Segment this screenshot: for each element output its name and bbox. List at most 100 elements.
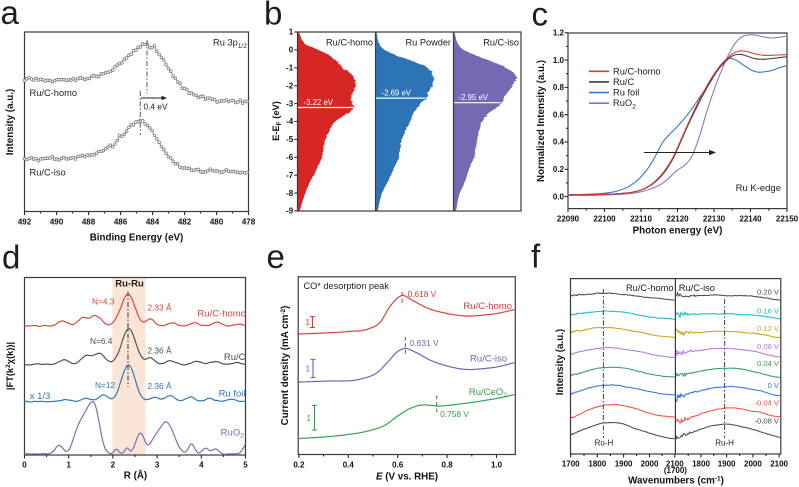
svg-text:1800: 1800 (588, 460, 606, 469)
svg-text:1.0: 1.0 (553, 56, 565, 65)
svg-text:RuO2: RuO2 (221, 428, 245, 440)
svg-text:0.0: 0.0 (553, 192, 565, 201)
svg-text:2.33 Å: 2.33 Å (148, 303, 172, 313)
svg-text:-2.95 eV: -2.95 eV (459, 93, 489, 102)
svg-text:0.08 V: 0.08 V (757, 342, 780, 351)
svg-text:-2.69 eV: -2.69 eV (382, 89, 412, 98)
svg-text:Ru/C-homo: Ru/C-homo (197, 309, 246, 320)
svg-text:Ru/C-iso: Ru/C-iso (30, 168, 66, 178)
svg-text:22120: 22120 (666, 215, 689, 224)
svg-text:Normalized Intensity (a.u.): Normalized Intensity (a.u.) (536, 60, 547, 182)
svg-text:0.12 V: 0.12 V (757, 324, 780, 333)
svg-text:478: 478 (242, 218, 256, 227)
svg-text:-1: -1 (286, 64, 294, 73)
svg-text:Current density (mA cm-2): Current density (mA cm-2) (280, 306, 291, 426)
svg-text:0.16 V: 0.16 V (757, 306, 780, 315)
svg-text:480: 480 (210, 218, 224, 227)
svg-text:1: 1 (306, 365, 311, 374)
svg-text:Ru-H: Ru-H (595, 439, 614, 448)
svg-text:2.36 Å: 2.36 Å (148, 381, 172, 391)
svg-text:Intensity (a.u.): Intensity (a.u.) (555, 329, 566, 395)
svg-text:-3.22 eV: -3.22 eV (304, 98, 334, 107)
svg-text:2000: 2000 (744, 460, 762, 469)
svg-text:2.36 Å: 2.36 Å (148, 346, 172, 356)
svg-text:1700: 1700 (562, 460, 580, 469)
svg-text:Ru/C-iso: Ru/C-iso (470, 354, 507, 365)
svg-text:1.0: 1.0 (491, 461, 503, 470)
svg-text:Ru 3p1/2: Ru 3p1/2 (213, 38, 247, 51)
svg-text:0 V: 0 V (768, 381, 780, 390)
svg-text:0: 0 (22, 461, 27, 470)
svg-text:2100: 2100 (666, 460, 684, 469)
svg-text:E-EF (eV): E-EF (eV) (271, 101, 283, 141)
svg-text:Ru/C-homo: Ru/C-homo (326, 37, 373, 47)
svg-text:0.758 V: 0.758 V (440, 409, 469, 419)
svg-text:0.2: 0.2 (293, 461, 305, 470)
svg-text:Photon energy (eV): Photon energy (eV) (633, 226, 723, 237)
svg-text:N=6.4: N=6.4 (90, 336, 113, 346)
svg-text:0.6: 0.6 (553, 110, 565, 119)
svg-text:Ru K-edge: Ru K-edge (736, 183, 781, 194)
svg-text:0.8: 0.8 (553, 83, 565, 92)
svg-text:b: b (264, 0, 282, 32)
svg-text:Ru-Ru: Ru-Ru (115, 279, 144, 290)
svg-text:1800: 1800 (692, 460, 710, 469)
svg-text:Ru/C-homo: Ru/C-homo (463, 301, 512, 312)
svg-text:-4: -4 (286, 117, 294, 126)
svg-text:-7: -7 (286, 171, 294, 180)
svg-text:Ru foil: Ru foil (219, 389, 246, 400)
svg-text:-5: -5 (286, 135, 294, 144)
svg-text:Ru/C-iso: Ru/C-iso (483, 37, 519, 47)
svg-text:0.8: 0.8 (442, 461, 454, 470)
svg-text:|FT(k2χ(k))|: |FT(k2χ(k))| (5, 342, 15, 390)
svg-text:22140: 22140 (739, 215, 762, 224)
svg-text:22100: 22100 (593, 215, 616, 224)
svg-text:1: 1 (289, 28, 294, 37)
svg-text:490: 490 (50, 218, 64, 227)
svg-text:-8: -8 (286, 189, 294, 198)
svg-text:1.2: 1.2 (553, 29, 565, 38)
svg-text:RuO2: RuO2 (613, 98, 636, 110)
svg-text:0.631 V: 0.631 V (410, 338, 439, 348)
svg-text:-9: -9 (286, 207, 294, 216)
svg-text:1900: 1900 (718, 460, 736, 469)
svg-text:2000: 2000 (641, 460, 659, 469)
svg-text:5: 5 (243, 461, 248, 470)
svg-text:1: 1 (307, 414, 312, 423)
svg-text:0.04 V: 0.04 V (757, 359, 780, 368)
svg-text:Ru/C-homo: Ru/C-homo (626, 283, 674, 293)
svg-text:CO* desorption peak: CO* desorption peak (304, 281, 390, 291)
svg-text:0.4: 0.4 (343, 461, 355, 470)
svg-text:Intensity (a.u.): Intensity (a.u.) (5, 89, 16, 155)
svg-text:a: a (1, 0, 20, 31)
svg-text:1: 1 (66, 461, 71, 470)
svg-text:(1700): (1700) (664, 466, 687, 475)
svg-text:2100: 2100 (770, 460, 788, 469)
svg-text:3: 3 (155, 461, 160, 470)
svg-text:N=4.3: N=4.3 (92, 297, 115, 307)
svg-text:Ru-H: Ru-H (715, 439, 734, 448)
svg-text:-3: -3 (286, 99, 294, 108)
svg-text:1900: 1900 (615, 460, 633, 469)
svg-text:0.2: 0.2 (553, 165, 565, 174)
svg-text:22090: 22090 (557, 215, 580, 224)
svg-text:0.4: 0.4 (553, 138, 565, 147)
svg-text:0.6: 0.6 (392, 461, 404, 470)
svg-text:f: f (531, 238, 541, 275)
svg-text:482: 482 (178, 218, 192, 227)
svg-text:488: 488 (82, 218, 96, 227)
svg-text:0: 0 (289, 46, 294, 55)
svg-text:E (V vs. RHE): E (V vs. RHE) (376, 472, 438, 483)
svg-text:e: e (267, 238, 285, 275)
svg-text:-6: -6 (286, 153, 294, 162)
svg-text:Ru Powder: Ru Powder (406, 37, 451, 47)
svg-text:22130: 22130 (703, 215, 726, 224)
svg-text:Ru/C-homo: Ru/C-homo (30, 88, 78, 98)
svg-text:484: 484 (146, 218, 160, 227)
svg-text:c: c (532, 0, 549, 33)
svg-text:492: 492 (18, 218, 32, 227)
svg-text:22110: 22110 (630, 215, 652, 224)
svg-text:Ru/C-iso: Ru/C-iso (679, 283, 715, 293)
svg-text:-0.04 V: -0.04 V (755, 399, 780, 408)
svg-text:R (Å): R (Å) (124, 471, 147, 482)
